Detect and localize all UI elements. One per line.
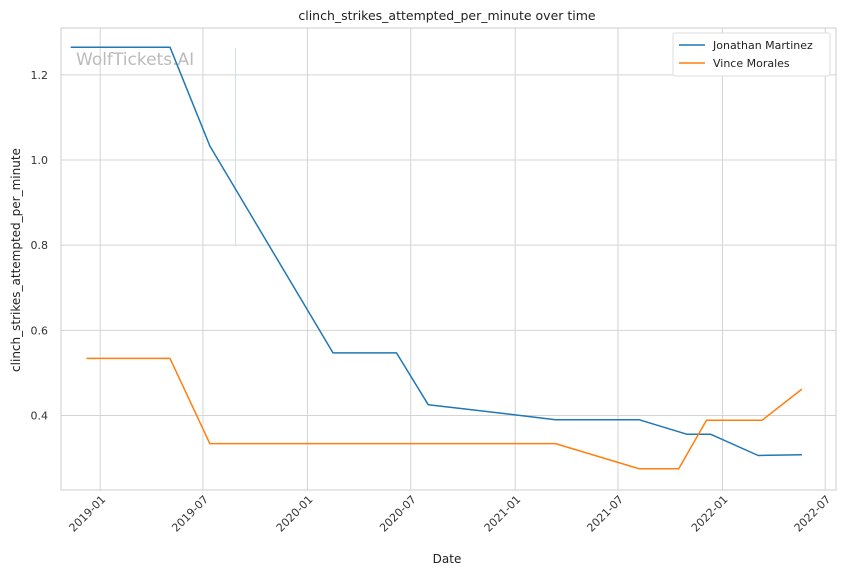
y-gridlines (61, 74, 836, 416)
legend-label-jonathan-martinez: Jonathan Martinez (712, 39, 813, 52)
x-tick-label: 2020-07 (377, 493, 419, 535)
y-tick-label: 0.8 (31, 239, 49, 252)
plot-background (61, 28, 836, 490)
chart-title: clinch_strikes_attempted_per_minute over… (298, 8, 596, 23)
y-tick-label: 0.4 (31, 409, 49, 422)
y-tick-labels: 0.4 0.6 0.8 1.0 1.2 (31, 69, 49, 423)
series-line-vince-morales (86, 357, 803, 470)
y-tick-label: 1.2 (31, 69, 49, 82)
y-tick-label: 0.6 (31, 324, 49, 337)
y-tick-label: 1.0 (31, 154, 49, 167)
x-axis-label: Date (433, 552, 462, 566)
x-tick-label: 2019-01 (67, 493, 109, 535)
x-tick-label: 2020-01 (274, 493, 316, 535)
x-tick-label: 2021-01 (482, 493, 524, 535)
x-tick-label: 2022-07 (792, 493, 834, 535)
series-layer (70, 46, 803, 470)
legend: Jonathan Martinez Vince Morales (672, 32, 831, 77)
series-line-jonathan-martinez (70, 46, 802, 457)
x-tick-label: 2019-07 (169, 493, 211, 535)
y-axis-label: clinch_strikes_attempted_per_minute (9, 148, 23, 372)
legend-label-vince-morales: Vince Morales (713, 57, 790, 70)
watermark: WolfTickets.AI (76, 50, 194, 70)
legend-box (672, 32, 831, 77)
x-tick-label: 2022-01 (689, 493, 731, 535)
x-gridlines (99, 28, 826, 490)
x-tick-label: 2021-07 (584, 493, 626, 535)
plot-frame (60, 27, 837, 491)
x-tick-labels: 2019-01 2019-07 2020-01 2020-07 2021-01 2021-… (67, 493, 834, 535)
